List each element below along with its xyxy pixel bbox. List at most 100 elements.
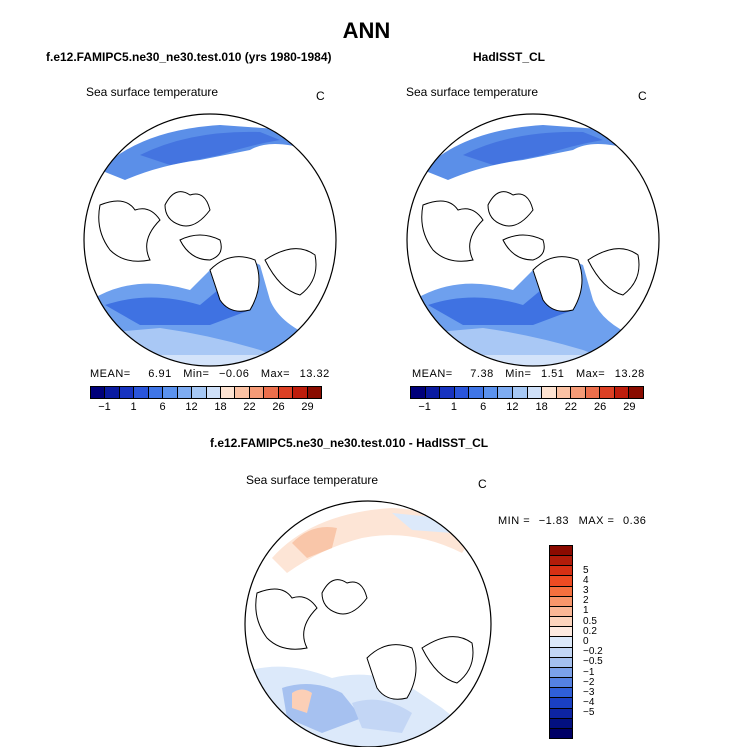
diff-colorbar-swatch bbox=[550, 688, 572, 699]
diff-coast-north-america bbox=[255, 588, 318, 650]
diff-colorbar-ticks: 5 4 3 2 1 0.5 0.2 0 −0.2 −0.5 −1 −2 −3 −4 −5 bbox=[583, 545, 623, 745]
diff-colorbar-swatch bbox=[550, 637, 572, 648]
panel2-colorbar bbox=[410, 386, 644, 399]
diff-colorbar-tick-label: −5 bbox=[583, 707, 595, 719]
diff-colorbar-swatch bbox=[550, 698, 572, 709]
colorbar-tick-label: 12 bbox=[185, 401, 198, 413]
panel2-min-value: 1.51 bbox=[540, 368, 565, 380]
diff-colorbar-swatch bbox=[550, 606, 572, 618]
diff-colorbar-swatch bbox=[550, 708, 572, 719]
diff-colorbar-tick-label: 0.2 bbox=[583, 625, 597, 637]
diff-colorbar-tick-label: −0.5 bbox=[583, 656, 603, 668]
panel2-polar-map bbox=[406, 113, 660, 367]
colorbar-swatch bbox=[542, 387, 557, 398]
colorbar-swatch bbox=[469, 387, 484, 398]
colorbar-tick-label: −1 bbox=[98, 401, 111, 413]
panel1-stats: MEAN= 6.91 Min= −0.06 Max= 13.32 bbox=[90, 368, 330, 380]
colorbar-swatch bbox=[163, 387, 178, 398]
panel1-units: C bbox=[316, 89, 325, 103]
diff-colorbar-swatch bbox=[550, 718, 572, 729]
colorbar-tick-label: 29 bbox=[623, 401, 636, 413]
colorbar-swatch bbox=[119, 387, 135, 398]
diff-colorbar-swatch bbox=[550, 556, 572, 567]
diff-field-label: Sea surface temperature bbox=[246, 473, 379, 487]
diff-max-label: MAX = bbox=[578, 515, 615, 527]
diff-colorbar-swatch bbox=[550, 586, 572, 597]
diff-colorbar-tick-label: 5 bbox=[583, 564, 589, 576]
colorbar-swatch bbox=[293, 387, 308, 398]
colorbar-swatch bbox=[483, 387, 499, 398]
panel1-mean-value: 6.91 bbox=[148, 368, 172, 380]
diff-min-label: MIN = bbox=[498, 515, 531, 527]
panel2-units: C bbox=[638, 89, 647, 103]
colorbar-tick-label: 1 bbox=[130, 401, 137, 413]
colorbar-swatch bbox=[585, 387, 601, 398]
panel2-min-label: Min= bbox=[505, 368, 532, 380]
colorbar-swatch bbox=[629, 387, 643, 398]
colorbar-swatch bbox=[556, 387, 572, 398]
main-title: ANN bbox=[342, 18, 391, 43]
diff-polar-map bbox=[244, 500, 492, 747]
diff-colorbar-swatch bbox=[550, 566, 572, 577]
colorbar-tick-label: 29 bbox=[301, 401, 314, 413]
diff-colorbar-swatch bbox=[550, 728, 572, 738]
diff-colorbar-tick-label: 0 bbox=[583, 636, 589, 647]
panel2-colorbar-ticks: −1 1 6 12 18 22 26 29 bbox=[410, 401, 644, 415]
colorbar-tick-label: 12 bbox=[506, 401, 519, 413]
colorbar-swatch bbox=[249, 387, 265, 398]
diff-colorbar-tick-label: 2 bbox=[583, 595, 589, 607]
colorbar-tick-label: 22 bbox=[564, 401, 577, 413]
colorbar-swatch bbox=[425, 387, 441, 398]
panel2-field-label: Sea surface temperature bbox=[406, 85, 539, 99]
diff-title: f.e12.FAMIPC5.ne30_ne30.test.010 - HadIS… bbox=[210, 436, 489, 450]
diff-units: C bbox=[478, 477, 487, 491]
panel1-min-label: Min= bbox=[183, 368, 210, 380]
panel2-max-label: Max= bbox=[575, 368, 606, 380]
colorbar-swatch bbox=[91, 387, 106, 398]
colorbar-swatch bbox=[512, 387, 528, 398]
panel1-coast-north-america bbox=[98, 200, 161, 262]
panel2-stats: MEAN= 7.38 Min= 1.51 Max= 13.28 bbox=[412, 368, 645, 380]
colorbar-swatch bbox=[278, 387, 294, 398]
colorbar-swatch bbox=[220, 387, 236, 398]
diff-colorbar-tick-label: 1 bbox=[583, 605, 589, 617]
colorbar-swatch bbox=[571, 387, 586, 398]
diff-colorbar-swatch bbox=[550, 627, 572, 638]
panel2-case-title: HadISST_CL bbox=[473, 50, 546, 64]
diff-colorbar-swatch bbox=[550, 647, 572, 658]
panel1-coast-scandinavia bbox=[209, 256, 260, 312]
colorbar-swatch bbox=[527, 387, 543, 398]
diff-colorbar-swatch bbox=[550, 576, 572, 587]
diff-max-value: 0.36 bbox=[623, 515, 647, 527]
diff-colorbar-swatch bbox=[550, 617, 572, 628]
colorbar-tick-label: 6 bbox=[480, 401, 487, 413]
colorbar-swatch bbox=[440, 387, 455, 398]
diff-colorbar-tick-label: 4 bbox=[583, 574, 589, 586]
panel1-mean-label: MEAN= bbox=[90, 368, 131, 380]
colorbar-swatch bbox=[134, 387, 149, 398]
colorbar-swatch bbox=[614, 387, 630, 398]
colorbar-tick-label: 18 bbox=[214, 401, 227, 413]
panel2-coast-north-america bbox=[421, 200, 484, 262]
diff-min-value: −1.83 bbox=[538, 515, 570, 527]
panel1-colorbar bbox=[90, 386, 322, 399]
diff-colorbar bbox=[549, 545, 573, 739]
panel1-colorbar-ticks: −1 1 6 12 18 22 26 29 bbox=[90, 401, 322, 415]
colorbar-swatch bbox=[206, 387, 221, 398]
colorbar-swatch bbox=[192, 387, 207, 398]
panel2-max-value: 13.28 bbox=[614, 368, 645, 380]
colorbar-swatch bbox=[177, 387, 193, 398]
diff-colorbar-swatch bbox=[550, 596, 572, 607]
colorbar-swatch bbox=[411, 387, 426, 398]
panel2-mean-value: 7.38 bbox=[470, 368, 494, 380]
diff-colorbar-tick-label: −1 bbox=[583, 666, 595, 678]
colorbar-swatch bbox=[105, 387, 120, 398]
colorbar-tick-label: 26 bbox=[272, 401, 285, 413]
diff-colorbar-tick-label: −0.2 bbox=[583, 646, 603, 658]
colorbar-swatch bbox=[307, 387, 321, 398]
diff-colorbar-tick-label: 0.5 bbox=[583, 615, 597, 627]
diff-colorbar-swatch bbox=[550, 546, 572, 557]
diff-stats: MIN = −1.83 MAX = 0.36 bbox=[498, 515, 646, 527]
diff-colorbar-swatch bbox=[550, 657, 572, 668]
panel1-polar-map bbox=[83, 113, 337, 367]
